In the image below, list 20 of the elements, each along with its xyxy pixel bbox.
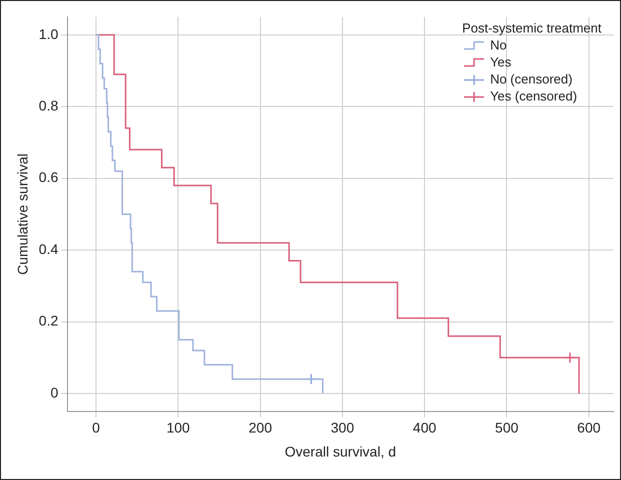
x-tick-label: 100 [166, 420, 190, 436]
y-tick-label: 0.2 [38, 312, 58, 329]
x-axis-title: Overall survival, d [284, 443, 396, 460]
legend-label: Yes (censored) [490, 88, 578, 104]
x-tick-label: 600 [577, 420, 601, 436]
y-tick-label: 0.8 [38, 97, 58, 114]
legend-label: No [490, 38, 507, 53]
y-tick-label: 0.6 [38, 169, 58, 186]
x-tick-label: 500 [495, 420, 519, 436]
x-tick-label: 300 [330, 420, 354, 436]
x-tick-label: 200 [248, 420, 272, 436]
legend-label: No (censored) [490, 72, 572, 87]
x-tick-label: 400 [412, 420, 436, 436]
y-tick-label: 0 [50, 384, 58, 400]
y-tick-label: 1.0 [38, 26, 58, 42]
y-axis-title: Cumulative survival [14, 154, 30, 275]
y-tick-label: 0.4 [38, 240, 58, 257]
legend-label: Yes [490, 54, 512, 70]
legend-title: Post-systemic treatment [462, 20, 602, 36]
x-tick-label: 0 [92, 420, 100, 436]
